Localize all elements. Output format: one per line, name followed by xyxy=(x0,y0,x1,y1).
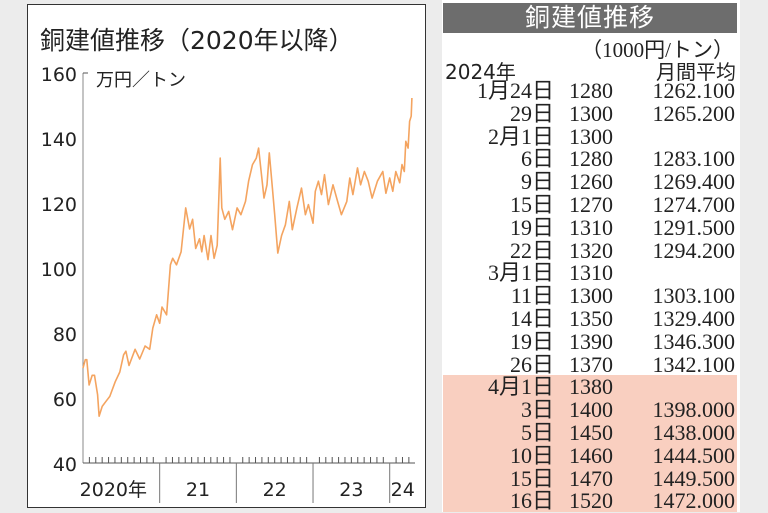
chart-panel: 銅建値推移（2020年以降） 万円／トン 40 60 80 100 120 140 160 2… xyxy=(27,4,426,508)
table-row: 1月24日 1280 1262.100 xyxy=(443,79,737,102)
y-tick-label: 100 xyxy=(41,259,77,281)
row-monthly-average: 1346.300 xyxy=(652,328,736,354)
table-row: 2月1日 1300 xyxy=(443,125,737,148)
x-tick-label: 22 xyxy=(263,479,287,501)
row-monthly-average: 1294.200 xyxy=(652,237,736,263)
table-row: 11日 1300 1303.100 xyxy=(443,284,737,307)
price-line xyxy=(82,97,413,417)
chart-title: 銅建値推移（2020年以降） xyxy=(40,26,354,55)
row-date: 19日 xyxy=(509,328,554,354)
row-monthly-average: 1262.100 xyxy=(652,78,736,103)
row-date: 5日 xyxy=(520,420,554,445)
row-monthly-average: 1449.500 xyxy=(652,465,736,491)
y-tick-label: 120 xyxy=(41,194,77,216)
row-monthly-average: 1472.000 xyxy=(652,488,736,513)
row-date: 10日 xyxy=(509,442,554,468)
row-monthly-average: 1265.200 xyxy=(652,100,736,126)
row-date: 16日 xyxy=(509,488,554,513)
table-row: 10日 1460 1444.500 xyxy=(443,442,737,468)
row-monthly-average: 1342.100 xyxy=(652,351,736,377)
row-date: 4月1日 xyxy=(487,374,554,400)
row-monthly-average: 1329.400 xyxy=(652,306,736,331)
y-axis-unit: 万円／トン xyxy=(96,70,186,91)
row-date: 6日 xyxy=(520,146,554,172)
table-row: 3日 1400 1398.000 xyxy=(443,398,737,421)
table-row: 5日 1450 1438.000 xyxy=(443,421,737,444)
table-row: 4月1日 1380 xyxy=(443,375,737,398)
y-tick-label: 140 xyxy=(41,129,77,151)
monthly-average-header: 月間平均 xyxy=(656,60,736,84)
row-price: 1380 xyxy=(569,374,613,400)
row-date: 22日 xyxy=(509,237,554,263)
table-row: 26日 1370 1342.100 xyxy=(443,353,737,376)
row-price: 1260 xyxy=(569,169,613,195)
table-row: 15日 1470 1449.500 xyxy=(443,465,737,491)
row-date: 19日 xyxy=(509,214,554,240)
x-tick-label: 21 xyxy=(186,479,210,501)
row-monthly-average: 1291.500 xyxy=(652,214,736,240)
row-monthly-average: 1303.100 xyxy=(652,283,736,309)
row-price: 1470 xyxy=(569,465,613,491)
row-date: 14日 xyxy=(509,306,554,331)
x-tick-label: 24 xyxy=(391,479,415,501)
y-tick-label: 160 xyxy=(41,64,77,86)
row-date: 15日 xyxy=(509,465,554,491)
price-table: 銅建値推移 （1000円/トン） 2024年 月間平均 1月24日 1280 126… xyxy=(442,0,740,512)
row-price: 1310 xyxy=(569,214,613,240)
row-date: 1月24日 xyxy=(476,78,554,103)
row-monthly-average: 1444.500 xyxy=(652,442,736,468)
row-date: 26日 xyxy=(509,351,554,377)
row-price: 1460 xyxy=(569,442,613,468)
row-price: 1390 xyxy=(569,328,613,354)
row-price: 1270 xyxy=(569,192,613,217)
row-price: 1300 xyxy=(569,123,613,149)
table-row: 22日 1320 1294.200 xyxy=(443,239,737,262)
row-price: 1300 xyxy=(569,283,613,309)
y-tick-label: 40 xyxy=(53,454,77,476)
row-price: 1280 xyxy=(569,78,613,103)
row-price: 1370 xyxy=(569,351,613,377)
row-date: 2月1日 xyxy=(487,123,554,149)
row-price: 1280 xyxy=(569,146,613,172)
table-row: 3月1日 1310 xyxy=(443,261,737,284)
y-tick-label: 80 xyxy=(53,324,77,346)
table-row: 15日 1270 1274.700 xyxy=(443,193,737,216)
y-tick-label: 60 xyxy=(53,389,77,411)
row-date: 15日 xyxy=(509,192,554,217)
row-monthly-average: 1269.400 xyxy=(652,169,736,195)
row-monthly-average: 1438.000 xyxy=(652,420,736,445)
row-price: 1320 xyxy=(569,237,613,263)
price-chart: 銅建値推移（2020年以降） 万円／トン 40 60 80 100 120 140 160 2… xyxy=(40,26,415,503)
table-row: 9日 1260 1269.400 xyxy=(443,170,737,193)
year-header: 2024年 xyxy=(445,60,516,84)
row-price: 1300 xyxy=(569,100,613,126)
row-monthly-average: 1274.700 xyxy=(652,192,736,217)
table-row: 6日 1280 1283.100 xyxy=(443,147,737,170)
x-tick-label: 2020年 xyxy=(80,479,147,501)
table-row: 19日 1310 1291.500 xyxy=(443,216,737,239)
row-monthly-average: 1398.000 xyxy=(652,397,736,423)
row-date: 29日 xyxy=(509,100,554,126)
table-row: 29日 1300 1265.200 xyxy=(443,102,737,125)
table-title: 銅建値推移 xyxy=(443,3,737,33)
row-price: 1400 xyxy=(569,397,613,423)
table-row: 19日 1390 1346.300 xyxy=(443,330,737,353)
row-price: 1450 xyxy=(569,420,613,445)
x-tick-label: 23 xyxy=(339,479,363,501)
row-date: 9日 xyxy=(520,169,554,195)
row-price: 1350 xyxy=(569,306,613,331)
row-date: 3月1日 xyxy=(487,260,554,286)
table-row: 14日 1350 1329.400 xyxy=(443,307,737,330)
row-date: 3日 xyxy=(520,397,554,423)
row-price: 1310 xyxy=(569,260,613,286)
row-price: 1520 xyxy=(569,488,613,513)
row-date: 11日 xyxy=(510,283,554,309)
table-unit: （1000円/トン） xyxy=(581,38,734,62)
row-monthly-average: 1283.100 xyxy=(652,146,736,172)
table-row: 16日 1520 1472.000 xyxy=(443,489,737,512)
